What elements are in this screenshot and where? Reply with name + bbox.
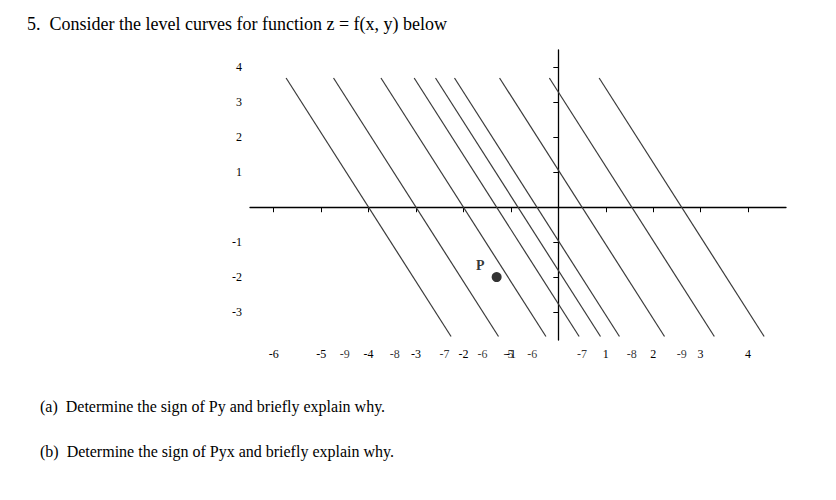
svg-text:-6: -6 xyxy=(269,347,279,361)
svg-text:-2: -2 xyxy=(232,270,242,284)
svg-text:1: 1 xyxy=(236,165,242,179)
svg-text:P: P xyxy=(476,258,485,273)
svg-text:2: 2 xyxy=(650,347,656,361)
svg-text:-6: -6 xyxy=(527,347,537,361)
svg-text:3: 3 xyxy=(236,95,242,109)
svg-text:-6: -6 xyxy=(477,347,487,361)
svg-text:-9: -9 xyxy=(340,347,350,361)
svg-text:-7: -7 xyxy=(577,347,587,361)
svg-text:(a) Determine the sign of Py: (a) Determine the sign of Py and briefly… xyxy=(40,398,385,416)
svg-text:-9: -9 xyxy=(677,347,687,361)
svg-text:3: 3 xyxy=(698,347,704,361)
svg-text:-1: -1 xyxy=(232,235,242,249)
svg-text:4: 4 xyxy=(236,60,242,74)
svg-text:-2: -2 xyxy=(458,347,468,361)
svg-text:-5: -5 xyxy=(316,347,326,361)
svg-text:1: 1 xyxy=(603,347,609,361)
svg-text:2: 2 xyxy=(236,130,242,144)
svg-text:4: 4 xyxy=(745,347,751,361)
svg-text:-7: -7 xyxy=(439,347,449,361)
svg-text:-8: -8 xyxy=(390,347,400,361)
svg-text:-8: -8 xyxy=(627,347,637,361)
svg-text:5. Consider the level curves: 5. Consider the level curves for functio… xyxy=(27,14,447,35)
svg-text:(b) Determine the sign of Pyx: (b) Determine the sign of Pyx and briefl… xyxy=(40,443,394,461)
svg-text:-3: -3 xyxy=(232,305,242,319)
svg-text:-5: -5 xyxy=(504,347,514,361)
svg-text:-3: -3 xyxy=(411,347,421,361)
svg-text:-4: -4 xyxy=(364,347,374,361)
